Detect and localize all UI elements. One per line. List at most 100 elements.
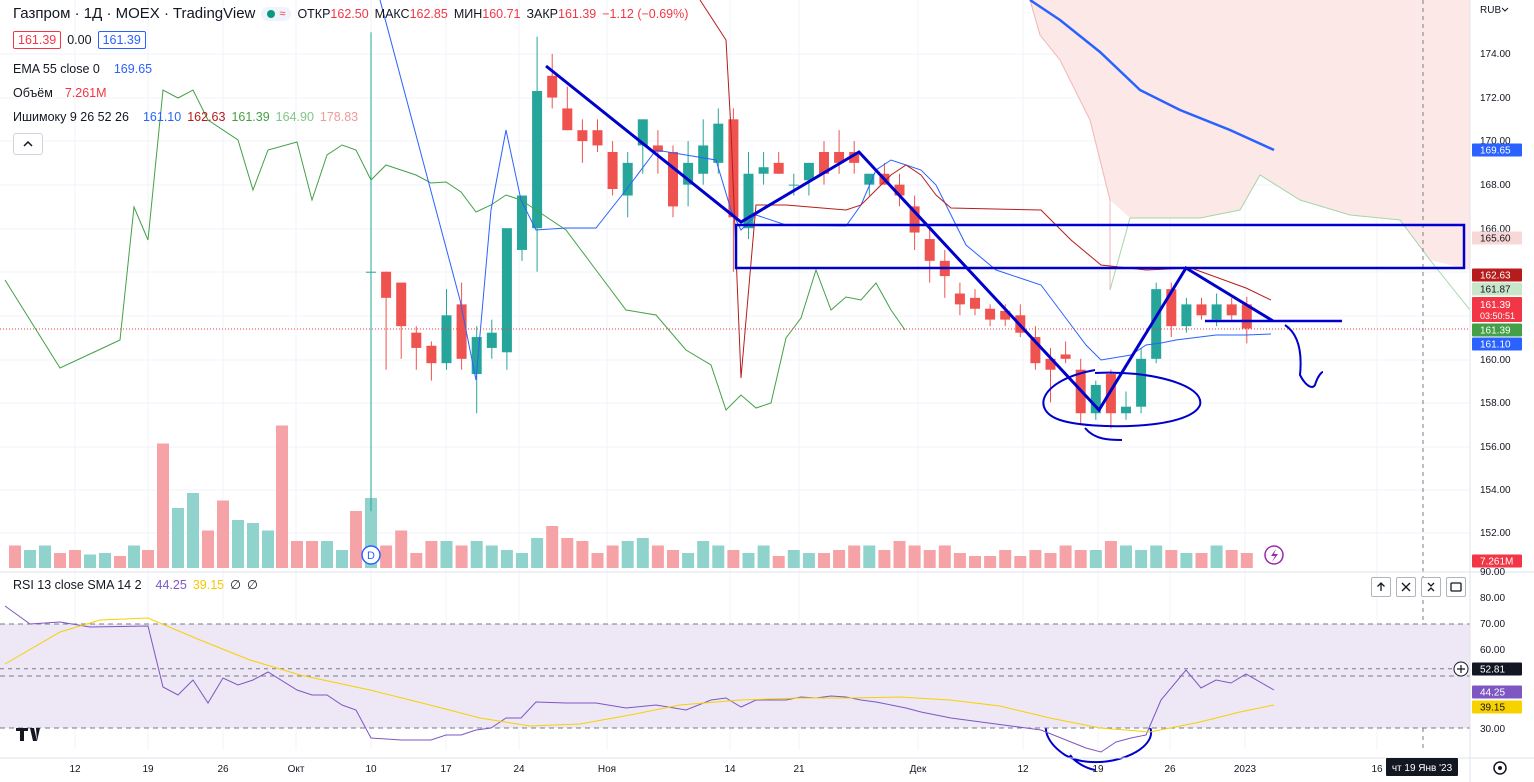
candle-body xyxy=(517,195,527,250)
rsi-legend[interactable]: RSI 13 close SMA 14 2 44.25 39.15 ∅ ∅ xyxy=(13,577,258,593)
volume-bar xyxy=(1104,541,1117,568)
ema-legend[interactable]: EMA 55 close 0 169.65 xyxy=(13,62,152,76)
collapse-icon xyxy=(1427,582,1435,592)
sell-button[interactable]: 161.39 xyxy=(13,31,62,49)
volume-bar xyxy=(1044,553,1057,568)
candle-body xyxy=(471,337,482,375)
volume-bar xyxy=(772,556,785,568)
ichimoku-legend[interactable]: Ишимоку 9 26 52 26 161.10 162.63 161.39 … xyxy=(13,110,358,124)
symbol-header: Газпром · 1Д · MOEX · TradingView ≈ ОТКР… xyxy=(13,5,688,22)
rsi-line xyxy=(4,605,1275,753)
ohlc-change: −1.12 (−0.69%) xyxy=(602,6,689,21)
ohlc-close: 161.39 xyxy=(558,6,597,21)
candle-body xyxy=(592,130,603,146)
kijun-price-tag: 162.63 xyxy=(1480,271,1511,282)
candle-body xyxy=(1045,358,1056,370)
currency-label[interactable]: RUB xyxy=(1480,5,1501,16)
volume-bar xyxy=(757,545,770,568)
volume-bar xyxy=(682,553,695,568)
candle-body xyxy=(637,119,648,146)
volume-bar xyxy=(606,545,619,568)
kijun-price-tag-bg xyxy=(1472,268,1522,282)
zigzag-drawing[interactable] xyxy=(545,64,1274,413)
time-axis-label: Окт xyxy=(288,764,305,775)
rsi-label: RSI 13 close SMA 14 2 xyxy=(13,577,142,592)
volume-bar xyxy=(410,553,423,568)
gear-icon-center xyxy=(1498,766,1502,770)
rsi-value-tag: 44.25 xyxy=(1480,688,1505,699)
rsi-pane[interactable] xyxy=(0,571,1534,753)
candle-body xyxy=(788,184,799,186)
volume-bars xyxy=(9,425,1253,568)
maximize-pane-button[interactable] xyxy=(1446,577,1466,597)
candle-body xyxy=(985,308,996,320)
market-status-pill[interactable]: ≈ xyxy=(261,6,292,21)
arrow-drawing[interactable] xyxy=(1284,324,1324,388)
volume-bar xyxy=(321,541,333,568)
span-a-line xyxy=(1109,174,1471,311)
volume-bar xyxy=(938,545,951,568)
price-axis-label: 90.00 xyxy=(1480,567,1505,578)
volume-tag-bg xyxy=(1472,554,1522,568)
ohlc-low-label: МИН xyxy=(453,6,483,21)
volume-bar xyxy=(802,553,815,568)
circle-drawing[interactable] xyxy=(1042,369,1202,441)
volume-bar xyxy=(99,553,111,568)
candle-body xyxy=(1121,406,1131,414)
ichimoku-tenkan: 161.10 xyxy=(142,110,182,124)
resistance-box[interactable] xyxy=(734,223,1466,270)
price-axis-label: 160.00 xyxy=(1480,355,1511,366)
dividend-marker[interactable] xyxy=(361,545,381,565)
chikou-line xyxy=(4,89,906,411)
move-pane-up-button[interactable] xyxy=(1371,577,1391,597)
price-axis-label: 154.00 xyxy=(1480,485,1511,496)
buy-button[interactable]: 161.39 xyxy=(97,31,146,49)
volume-bar xyxy=(787,550,800,568)
time-axis-label: 16 xyxy=(1371,764,1383,775)
close-icon xyxy=(1401,582,1411,592)
volume-bar xyxy=(1210,545,1223,568)
market-open-icon xyxy=(267,9,276,18)
tradingview-logo[interactable] xyxy=(16,728,40,741)
rsi-axis-label: 80.00 xyxy=(1480,593,1505,604)
candle-body xyxy=(1196,304,1207,316)
collapse-pane-button[interactable] xyxy=(1421,577,1441,597)
candle-body xyxy=(456,304,467,359)
ohlc-low: 160.71 xyxy=(482,6,521,21)
rsi-sma-line xyxy=(4,617,1275,733)
candle-body xyxy=(501,228,512,353)
price-axis-label: 170.00 xyxy=(1480,136,1511,147)
ohlc-high-label: МАКС xyxy=(374,6,410,21)
candle-body xyxy=(743,173,754,229)
candle-body xyxy=(728,119,739,218)
price-axis-label: 172.00 xyxy=(1480,93,1511,104)
volume-bar xyxy=(1195,553,1208,568)
volume-legend[interactable]: Объём 7.261M xyxy=(13,86,107,100)
gear-icon[interactable] xyxy=(1493,761,1507,775)
candle-body xyxy=(894,184,905,196)
price-axis-label: 152.00 xyxy=(1480,528,1511,539)
volume-bar xyxy=(1059,545,1072,568)
volume-bar xyxy=(54,553,66,568)
volume-bar xyxy=(1165,550,1178,568)
ichimoku-label: Ишимоку 9 26 52 26 xyxy=(13,110,129,124)
candle-body xyxy=(1060,354,1071,359)
candle-body xyxy=(864,173,875,185)
time-axis-label: 17 xyxy=(440,764,452,775)
close-pane-button[interactable] xyxy=(1396,577,1416,597)
time-axis-label: 19 xyxy=(142,764,154,775)
candle-body xyxy=(970,297,980,309)
volume-bar xyxy=(262,530,274,568)
volume-bar xyxy=(187,493,199,568)
rsi-value-tag-bg xyxy=(1472,685,1522,699)
candle-body xyxy=(1211,304,1222,320)
price-axis-label: 156.00 xyxy=(1480,442,1511,453)
ohlc-open: 162.50 xyxy=(330,6,369,21)
symbol-title[interactable]: Газпром · 1Д · MOEX · TradingView xyxy=(13,5,256,22)
user-drawings[interactable]: D xyxy=(361,64,1466,771)
maximize-icon xyxy=(1450,582,1462,592)
collapse-legend-button[interactable] xyxy=(13,133,43,155)
volume-bar xyxy=(546,526,559,568)
